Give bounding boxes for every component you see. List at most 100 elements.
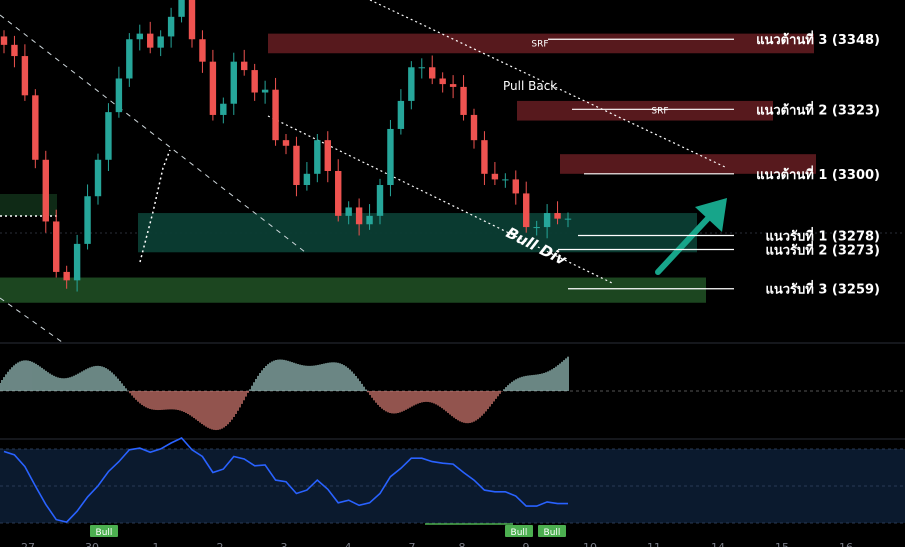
x-tick-label: 9 [523,541,530,547]
candle-body [53,221,60,272]
candle-body [314,140,321,174]
up-arrow-shaft [655,211,715,275]
bull-badge [505,525,533,537]
candle-body [293,145,300,186]
candle-body [366,215,373,225]
zone-resistance [560,154,816,174]
candle-body [261,89,269,93]
candle-body [345,207,352,216]
level-label: แนวรับที่ 3 (3259) [765,280,880,298]
zone-support [0,277,706,303]
x-tick-label: 30 [85,541,99,547]
zone-resistance [268,33,814,54]
x-tick-label: 4 [345,541,352,547]
candle-body [157,36,164,48]
trend-line-dashed [0,14,306,253]
bull-badge-label: Bull [544,528,561,538]
x-tick-label: 27 [21,541,35,547]
candle-body [188,0,196,40]
bull-badge [538,525,566,537]
x-tick-label: 3 [281,541,288,547]
x-tick-label: 1 [153,541,160,547]
x-tick-label: 11 [647,541,661,547]
candle-body [251,70,258,93]
candle-body [449,84,457,87]
trend-line-dashed [0,297,63,343]
candle-body [220,103,227,115]
candle-body [11,44,18,57]
up-arrow-head [695,198,727,232]
candle-body [63,271,70,281]
line-oscillator: Bull Bull Bull [0,437,905,538]
candle-body [303,173,311,186]
dotted-trend [139,149,171,263]
candle-body [282,140,290,146]
candle-body [230,61,237,104]
candle-body [167,16,175,37]
zone-label: SRF [651,107,668,117]
candle-body [21,56,29,96]
candle-body [439,78,446,85]
candle-body [241,61,248,71]
candle-body [42,159,49,222]
candle-body [335,171,342,216]
candle-body [105,112,112,160]
level-label: แนวรับที่ 2 (3273) [765,240,880,258]
time-axis: 27 30 1 2 3 4 7 8 9 10 11 14 15 16 [21,541,853,547]
level-lines: แนวต้านที่ 3 (3348) แนวต้านที่ 2 (3323) แน… [548,30,880,298]
candle-body [502,179,509,181]
zone-resistance [517,100,773,121]
x-tick-label: 8 [459,541,466,547]
zone-support [138,213,697,253]
candle-body [0,36,8,45]
candle-body [324,140,331,171]
candle-body [126,39,133,79]
bull-badge [90,525,118,537]
candle-body [470,114,478,141]
candle-body [32,95,39,160]
histogram-oscillator [0,356,905,431]
candle-body [136,33,143,40]
candle-body [94,159,102,197]
level-label: แนวต้านที่ 2 (3323) [756,100,880,118]
candle-body [564,218,572,220]
candle-body [73,243,81,281]
candle-body [209,61,217,115]
candle-body [397,100,405,129]
level-label: แนวต้านที่ 3 (3348) [756,30,880,48]
candle-body [418,67,425,69]
candle-body [178,0,185,17]
candle-body [115,78,123,113]
x-tick-label: 7 [409,541,416,547]
candle-body [147,33,154,48]
candle-body [84,196,91,244]
candle-body [491,173,499,180]
x-tick-label: 15 [775,541,789,547]
candle-body [376,185,384,216]
candle-body [387,128,394,186]
candle-body [543,213,551,228]
price-zones: SRF SRF [0,33,816,303]
bull-badge-label: Bull [511,528,528,538]
level-label: แนวรับที่ 1 (3278) [765,226,880,244]
channel-upper [369,0,726,168]
zone-label: SRF [531,39,548,49]
candle-body [523,193,530,228]
x-tick-label: 16 [839,541,853,547]
candle-body [554,213,561,219]
candle-body [408,67,415,101]
bull-badge-label: Bull [96,528,113,538]
candle-body [481,140,488,174]
x-tick-label: 2 [217,541,224,547]
x-tick-label: 10 [583,541,597,547]
candles [0,0,572,292]
candle-body [355,207,363,225]
candle-body [512,179,519,194]
channel-lower [267,115,613,284]
level-label: แนวต้านที่ 1 (3300) [756,165,880,183]
candle-body [272,89,279,141]
candle-body [533,227,540,229]
candle-body [199,39,206,62]
